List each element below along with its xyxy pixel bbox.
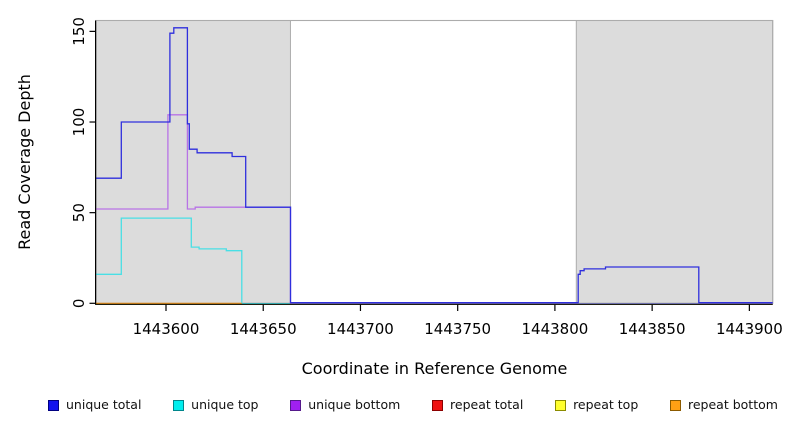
chart-legend: unique total unique top unique bottom repea… xyxy=(48,396,778,414)
axes-layer: 1443600 1443650 1443700 1443750 1443800 14438… xyxy=(70,17,783,338)
x-tick-label: 1443900 xyxy=(716,320,783,338)
x-tick-label: 1443650 xyxy=(230,320,297,338)
x-tick-label: 1443700 xyxy=(327,320,394,338)
y-tick-label: 0 xyxy=(70,299,88,309)
x-axis-title: Coordinate in Reference Genome xyxy=(302,359,568,378)
legend-swatch-unique-bottom xyxy=(290,399,302,411)
coverage-chart: 1443600 1443650 1443700 1443750 1443800 14438… xyxy=(15,17,783,378)
shaded-right-repeat-region xyxy=(575,20,774,304)
x-tick-label: 1443850 xyxy=(619,320,686,338)
legend-label-unique-bottom: unique bottom xyxy=(308,396,401,412)
legend-swatch-repeat-top xyxy=(555,399,567,411)
series-line-unique-top xyxy=(96,217,773,305)
legend-item-unique-total: unique total xyxy=(48,396,142,412)
legend-label-unique-top: unique top xyxy=(191,396,259,412)
shaded-regions-layer xyxy=(95,20,774,304)
legend-item-repeat-top: repeat top xyxy=(555,396,639,412)
legend-item-repeat-total: repeat total xyxy=(432,396,524,412)
series-line-unique-total xyxy=(96,27,773,304)
legend-swatch-unique-total xyxy=(48,399,59,411)
legend-item-unique-top: unique top xyxy=(173,396,259,412)
legend-item-unique-bottom: unique bottom xyxy=(290,396,401,412)
x-tick-label: 1443600 xyxy=(133,320,200,338)
x-tick-label: 1443750 xyxy=(424,320,491,338)
legend-swatch-unique-top xyxy=(173,399,185,411)
y-tick-label: 150 xyxy=(70,17,88,46)
legend-swatch-repeat-total xyxy=(432,399,444,411)
x-tick-label: 1443800 xyxy=(522,320,589,338)
legend-label-unique-total: unique total xyxy=(66,396,142,412)
legend-label-repeat-bottom: repeat bottom xyxy=(688,396,778,412)
shaded-left-repeat-region xyxy=(95,20,291,304)
legend-swatch-repeat-bottom xyxy=(670,399,681,411)
legend-label-repeat-top: repeat top xyxy=(573,396,639,412)
y-tick-label: 50 xyxy=(70,203,88,222)
y-tick-label: 100 xyxy=(70,108,88,137)
legend-label-repeat-total: repeat total xyxy=(450,396,524,412)
y-axis-title: Read Coverage Depth xyxy=(15,74,34,250)
legend-item-repeat-bottom: repeat bottom xyxy=(670,396,778,412)
